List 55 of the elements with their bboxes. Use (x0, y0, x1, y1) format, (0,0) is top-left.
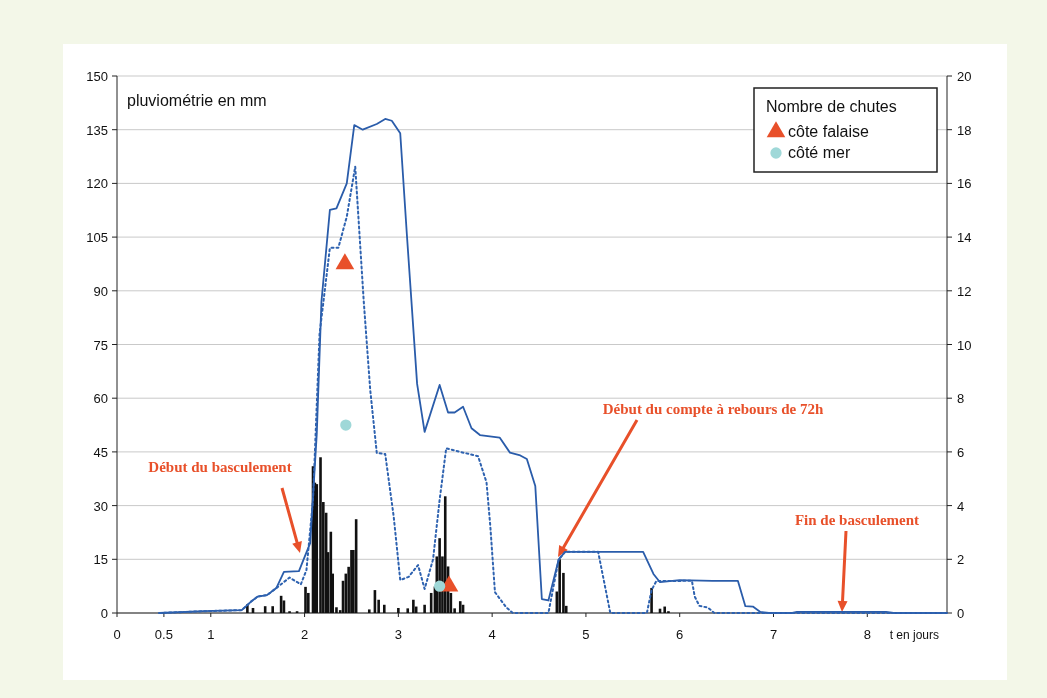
x-tick-label: 2 (300, 627, 309, 642)
y-tick-label: 90 (93, 283, 108, 299)
y-tick-label: 60 (93, 391, 108, 407)
bar (558, 559, 561, 613)
x-tick-label: 5 (582, 627, 590, 642)
annotation: Début du compte à rebours de 72h (602, 401, 824, 417)
y-axis-title: pluviométrie en mm (127, 92, 267, 109)
bar (412, 599, 415, 613)
bar (397, 607, 400, 613)
bar (319, 457, 322, 613)
bar (443, 496, 447, 613)
y-tick-label: 0 (100, 606, 108, 621)
y2-tick-label: 6 (957, 444, 965, 460)
point (433, 580, 446, 592)
bar (663, 606, 667, 613)
x-tick-label: 8 (863, 627, 871, 642)
x-tick-label: 4 (488, 627, 496, 642)
y-tick-label: 30 (93, 498, 108, 514)
x-tick-label: 0 (113, 627, 121, 642)
y-tick-label: 135 (86, 122, 108, 138)
y-tick-label: 45 (93, 444, 108, 460)
y-tick-label: 120 (86, 176, 108, 192)
x-tick-label: 1 (207, 627, 215, 642)
point (335, 253, 355, 270)
legend-title: Nombre de chutes (766, 98, 897, 115)
y-tick-label: 105 (86, 230, 108, 246)
y2-tick-label: 8 (957, 391, 965, 407)
y2-tick-label: 0 (957, 606, 965, 621)
y2-tick-label: 10 (957, 337, 972, 353)
bar (406, 608, 410, 613)
y2-tick-label: 20 (957, 69, 972, 84)
bar (304, 586, 307, 613)
y2-tick-label: 12 (957, 283, 972, 299)
legend-label: côté mer (788, 144, 851, 161)
bar (271, 606, 274, 613)
x-tick-label: 3 (394, 627, 402, 642)
annotation: Début du basculement (148, 459, 292, 475)
bar (382, 604, 386, 613)
y2-tick-label: 14 (957, 230, 972, 246)
x-tick-label: 7 (769, 627, 778, 642)
y2-tick-label: 18 (957, 122, 972, 138)
legend-label: côte falaise (788, 123, 870, 140)
bar (367, 609, 371, 613)
point (340, 419, 352, 431)
y-tick-label: 75 (93, 337, 108, 353)
annotation: Fin de basculement (794, 512, 920, 528)
y2-tick-label: 16 (957, 176, 972, 192)
y-tick-label: 150 (86, 69, 108, 84)
x-tick-label: 0.5 (154, 627, 173, 642)
y2-tick-label: 2 (957, 552, 965, 568)
bar (423, 604, 426, 613)
y-tick-label: 15 (93, 552, 108, 568)
x-tick-label: 6 (676, 627, 684, 642)
x-axis-title: t en jours (889, 628, 939, 642)
y2-tick-label: 4 (957, 498, 965, 514)
